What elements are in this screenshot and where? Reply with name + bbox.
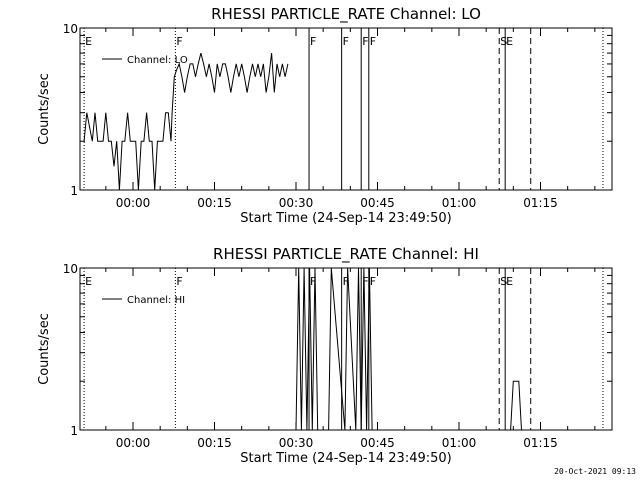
- series-line: [83, 52, 289, 191]
- x-tick-label: 00:15: [197, 196, 232, 210]
- chart-title: RHESSI PARTICLE_RATE Channel: LO: [211, 5, 481, 24]
- footer-timestamp: 20-Oct-2021 09:13: [554, 467, 636, 476]
- chart-panel-1: RHESSI PARTICLE_RATE Channel: LO Counts/s…: [37, 5, 613, 226]
- x-tick-label: 00:45: [360, 436, 395, 450]
- x-tick-label: 01:15: [523, 436, 558, 450]
- y-axis-label: Counts/sec: [37, 73, 52, 145]
- event-marker-label: F: [343, 35, 349, 48]
- event-marker-label: S: [500, 275, 507, 288]
- x-tick-label: 00:00: [116, 436, 151, 450]
- event-marker-label: E: [506, 275, 513, 288]
- x-tick-label: 00:30: [279, 196, 314, 210]
- event-marker-label: F: [370, 275, 376, 288]
- x-tick-label: 00:15: [197, 436, 232, 450]
- chart-title: RHESSI PARTICLE_RATE Channel: HI: [213, 245, 479, 264]
- event-marker-label: F: [310, 35, 316, 48]
- chart-panel-2: RHESSI PARTICLE_RATE Channel: HI Counts/s…: [37, 245, 613, 466]
- plot-frame: [79, 267, 613, 431]
- y-tick-label: 1: [70, 184, 78, 198]
- event-marker-label: F: [370, 35, 376, 48]
- event-marker-label: F: [362, 35, 368, 48]
- event-marker-label: F: [343, 275, 349, 288]
- legend-label: Channel: HI: [127, 295, 185, 306]
- x-tick-label: 00:00: [116, 196, 151, 210]
- event-marker-label: E: [85, 35, 92, 48]
- event-marker-label: E: [506, 35, 513, 48]
- legend-label: Channel: LO: [127, 55, 188, 66]
- y-tick-label: 1: [70, 424, 78, 438]
- y-axis-label: Counts/sec: [37, 313, 52, 385]
- event-marker-label: F: [310, 275, 316, 288]
- x-axis-label: Start Time (24-Sep-14 23:49:50): [240, 451, 451, 466]
- x-tick-label: 01:15: [523, 196, 558, 210]
- y-tick-label: 10: [63, 262, 78, 276]
- event-marker-label: E: [85, 275, 92, 288]
- series-line: [84, 267, 612, 431]
- x-axis-label: Start Time (24-Sep-14 23:49:50): [240, 211, 451, 226]
- y-tick-label: 10: [63, 22, 78, 36]
- x-tick-label: 00:45: [360, 196, 395, 210]
- plot-frame: [79, 27, 613, 191]
- event-marker-label: S: [500, 35, 507, 48]
- event-marker-label: F: [176, 275, 182, 288]
- event-marker-label: F: [362, 275, 368, 288]
- event-marker-label: F: [176, 35, 182, 48]
- x-tick-label: 01:00: [442, 436, 477, 450]
- x-tick-label: 00:30: [279, 436, 314, 450]
- x-tick-label: 01:00: [442, 196, 477, 210]
